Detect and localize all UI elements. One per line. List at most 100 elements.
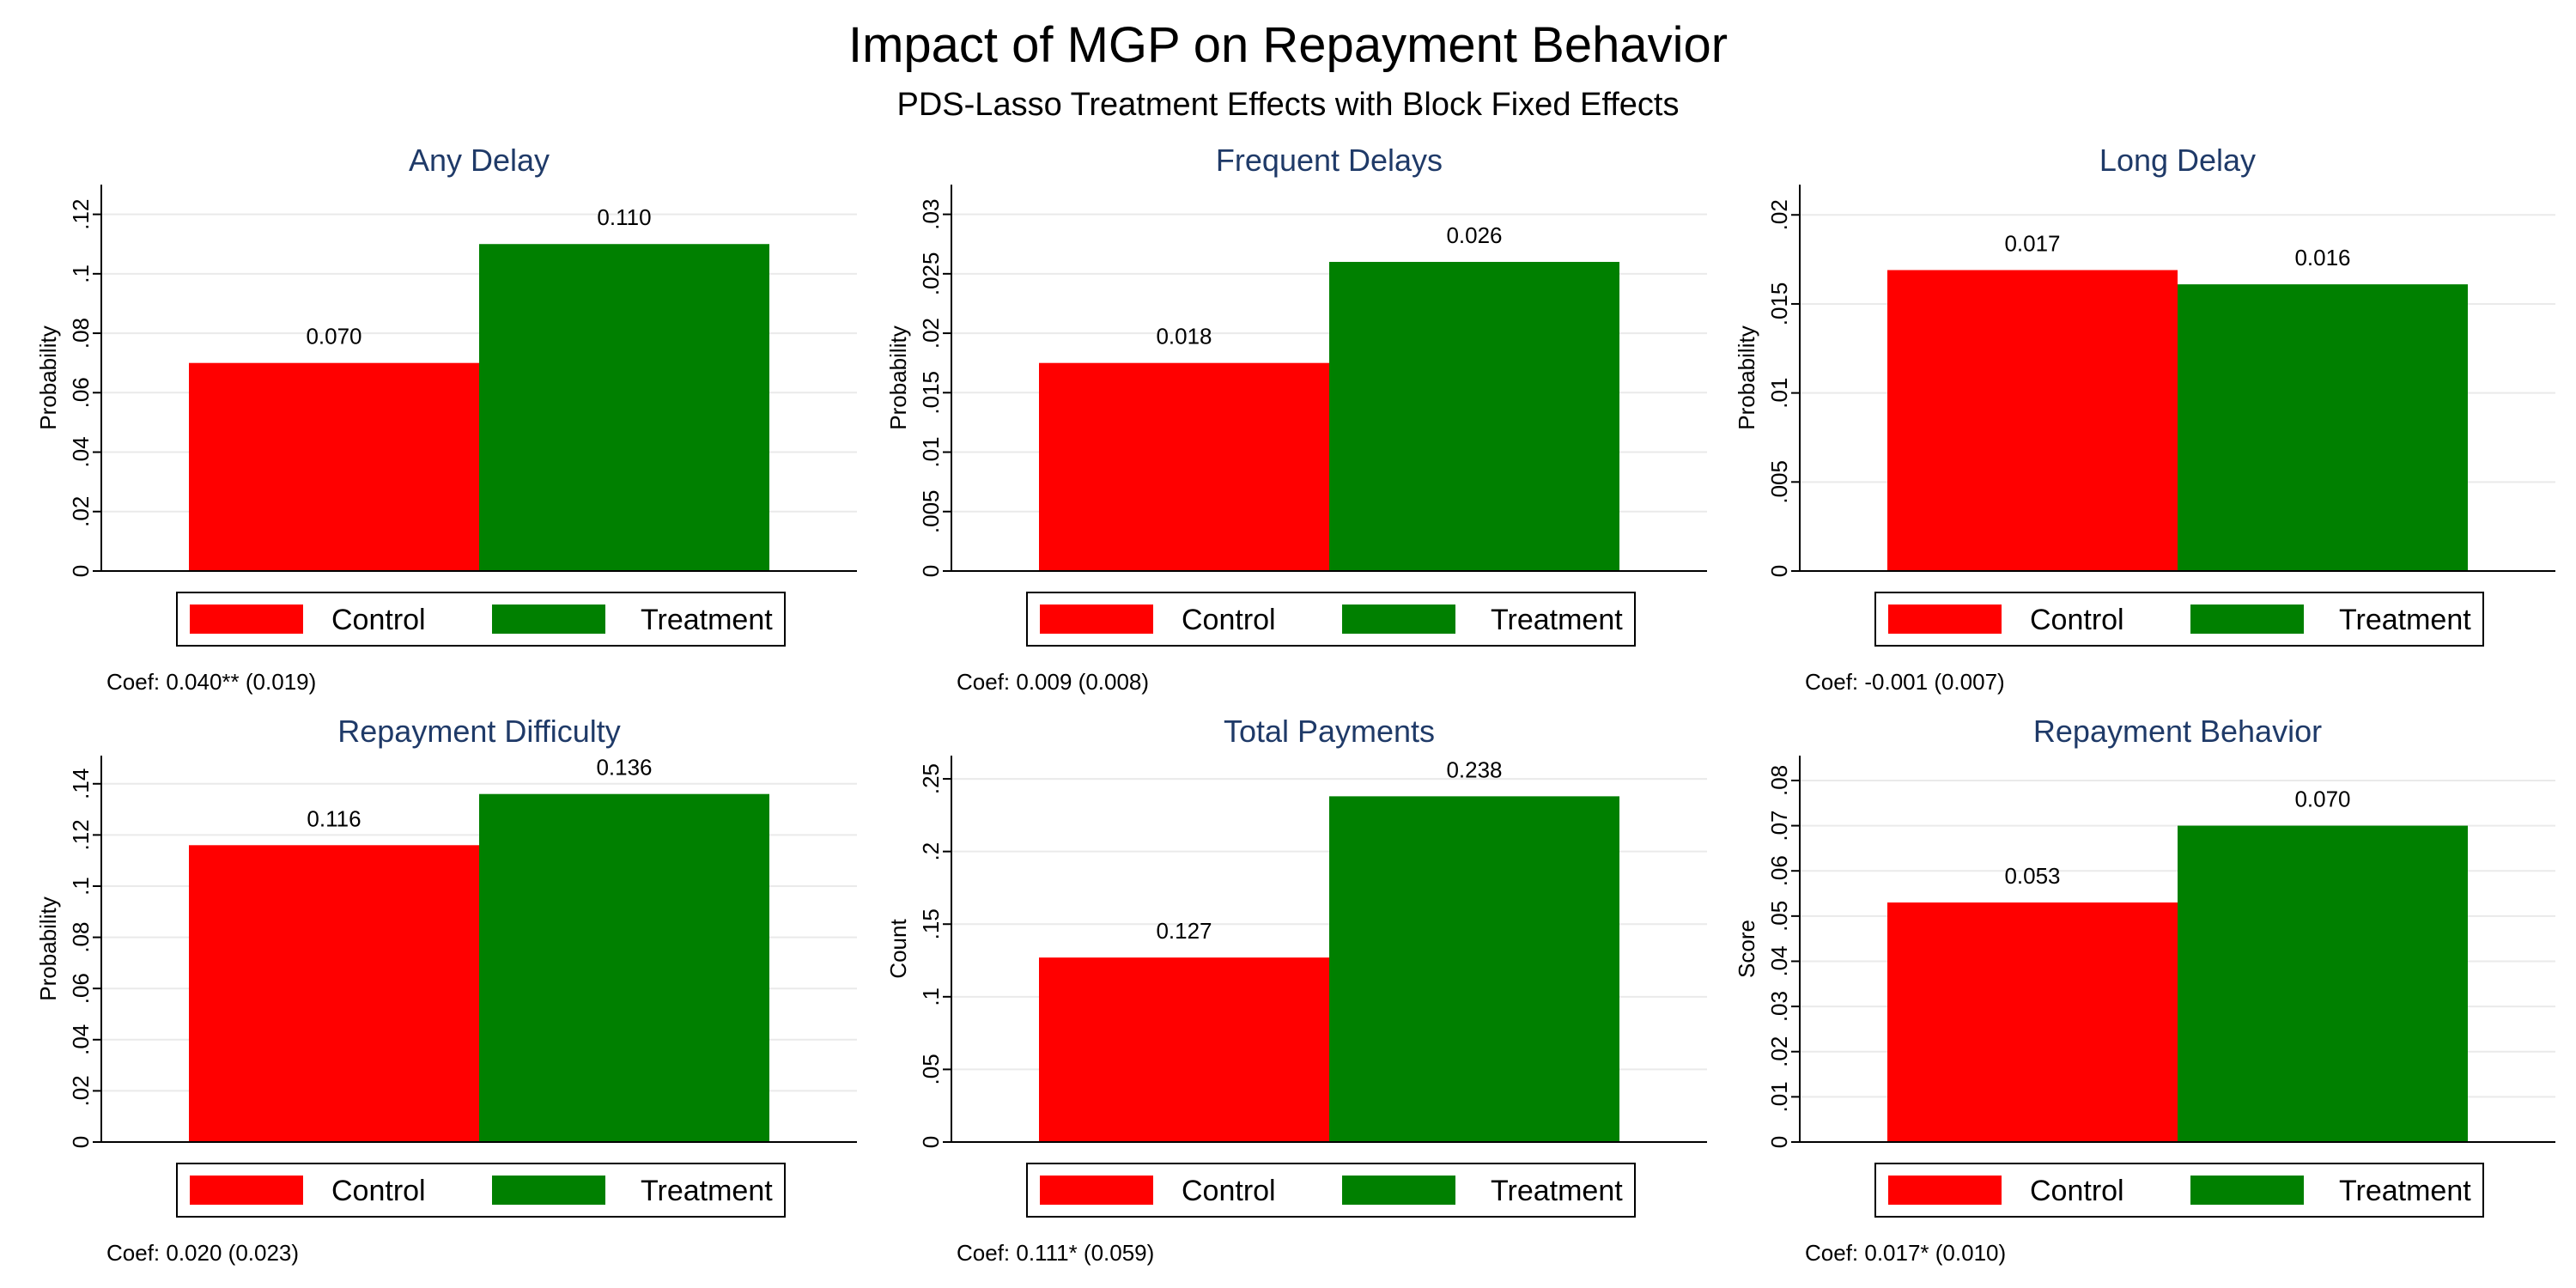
bar-treatment (479, 244, 769, 571)
data-label: 0.116 (307, 805, 361, 831)
data-label: 0.070 (306, 324, 361, 349)
data-label: 0.016 (2294, 245, 2350, 270)
y-tick-label: .1 (68, 877, 94, 896)
y-tick-label: .06 (68, 973, 94, 1004)
figure-subtitle: PDS-Lasso Treatment Effects with Block F… (897, 87, 1680, 123)
legend-label-control: Control (331, 604, 426, 636)
legend-swatch-control (1040, 1176, 1153, 1205)
y-tick-label: .025 (918, 252, 944, 296)
y-tick-label: .02 (68, 1075, 94, 1106)
chart-panel-1: Any Delay 0 .02 .04 .06 .08 .1 .12 Probability 0.… (35, 143, 857, 695)
bar-treatment (479, 793, 769, 1142)
y-axis-label: Probability (35, 896, 61, 1000)
legend-box (1026, 1163, 1636, 1218)
coef-note: Coef: 0.009 (0.008) (957, 669, 1149, 695)
panel-title: Repayment Behavior (2033, 714, 2322, 749)
y-tick-label: .08 (1766, 765, 1792, 796)
y-tick-label: .06 (1766, 855, 1792, 886)
y-tick-label: .05 (918, 1054, 944, 1084)
bar-treatment (1329, 262, 1619, 571)
y-tick-label: .02 (68, 496, 94, 527)
data-label: 0.110 (597, 204, 651, 230)
bar-control (189, 845, 479, 1142)
y-tick-label: .02 (1766, 1036, 1792, 1067)
legend-label-control: Control (2030, 1175, 2124, 1207)
chart-panel-2: Frequent Delays 0 .005 .01 .015 .02 .025 .03 Pro… (885, 143, 1707, 695)
y-tick-label: .03 (1766, 991, 1792, 1022)
y-axis-label: Probability (885, 325, 911, 429)
y-tick-label: .12 (68, 819, 94, 850)
panel-title: Long Delay (2099, 143, 2256, 178)
y-axis-label: Count (885, 919, 911, 979)
coef-note: Coef: 0.111* (0.059) (957, 1240, 1154, 1266)
data-label: 0.018 (1156, 324, 1212, 349)
legend: Control Treatment (1026, 1163, 1636, 1218)
y-axis-label: Probability (1734, 325, 1759, 429)
y-tick-label: .02 (918, 318, 944, 349)
bar-control (1887, 270, 2178, 571)
y-tick-label: .2 (918, 842, 944, 861)
legend-swatch-control (190, 605, 303, 634)
y-tick-label: .005 (1766, 460, 1792, 504)
y-tick-label: .1 (68, 264, 94, 283)
y-tick-label: 0 (918, 1136, 944, 1148)
bar-treatment (2178, 284, 2468, 571)
y-tick-label: .01 (1766, 1081, 1792, 1112)
y-tick-label: .05 (1766, 901, 1792, 932)
legend-swatch-treatment (492, 1176, 605, 1205)
coef-note: Coef: 0.040** (0.019) (106, 669, 316, 695)
bar-control (1039, 362, 1329, 571)
bar-treatment (2178, 825, 2468, 1142)
y-tick-label: .07 (1766, 811, 1792, 841)
legend: Control Treatment (176, 1163, 786, 1218)
legend-swatch-treatment (492, 605, 605, 634)
bar-treatment (1329, 796, 1619, 1142)
bar-control (189, 362, 479, 571)
y-tick-label: 0 (68, 565, 94, 577)
panel-title: Frequent Delays (1216, 143, 1443, 178)
legend-label-control: Control (1182, 1175, 1276, 1207)
legend-label-treatment: Treatment (2339, 1175, 2471, 1207)
legend-label-control: Control (2030, 604, 2124, 636)
data-label: 0.127 (1156, 918, 1212, 944)
y-tick-label: .12 (68, 199, 94, 230)
data-label: 0.053 (2004, 863, 2060, 889)
y-tick-label: .15 (918, 908, 944, 939)
y-tick-label: .04 (68, 436, 94, 467)
legend-swatch-control (1040, 605, 1153, 634)
legend-label-treatment: Treatment (1491, 604, 1623, 636)
y-tick-label: .04 (68, 1024, 94, 1055)
y-tick-label: .1 (918, 987, 944, 1006)
panel-title: Total Payments (1224, 714, 1435, 749)
panel-title: Any Delay (409, 143, 550, 178)
y-tick-label: .01 (1766, 378, 1792, 409)
y-tick-label: .015 (918, 371, 944, 415)
chart-panel-4: Repayment Difficulty 0 .02 .04 .06 .08 .1 .12 .1… (35, 714, 857, 1266)
legend: Control Treatment (1874, 592, 2484, 647)
y-tick-label: 0 (1766, 1136, 1792, 1148)
y-tick-label: .08 (68, 922, 94, 953)
y-tick-label: .08 (68, 318, 94, 349)
legend-swatch-treatment (2190, 605, 2304, 634)
legend-label-treatment: Treatment (641, 604, 773, 636)
y-tick-label: .25 (918, 763, 944, 794)
legend-swatch-control (190, 1176, 303, 1205)
data-label: 0.238 (1446, 756, 1502, 782)
y-tick-label: .01 (918, 436, 944, 467)
y-axis-label: Probability (35, 325, 61, 429)
legend-label-control: Control (331, 1175, 426, 1207)
legend: Control Treatment (176, 592, 786, 647)
chart-panel-3: Long Delay 0 .005 .01 .015 .02 Probability 0.01… (1734, 143, 2555, 695)
bar-control (1887, 902, 2178, 1142)
legend: Control Treatment (1874, 1163, 2484, 1218)
legend-swatch-control (1888, 1176, 2002, 1205)
data-label: 0.070 (2294, 787, 2350, 812)
y-tick-label: .06 (68, 377, 94, 408)
y-tick-label: 0 (68, 1136, 94, 1148)
legend-swatch-treatment (1342, 1176, 1455, 1205)
data-label: 0.136 (596, 755, 652, 781)
data-label: 0.017 (2004, 231, 2060, 257)
chart-panel-5: Total Payments 0 .05 .1 .15 .2 .25 Count 0.127 0.… (885, 714, 1707, 1266)
legend-swatch-control (1888, 605, 2002, 634)
